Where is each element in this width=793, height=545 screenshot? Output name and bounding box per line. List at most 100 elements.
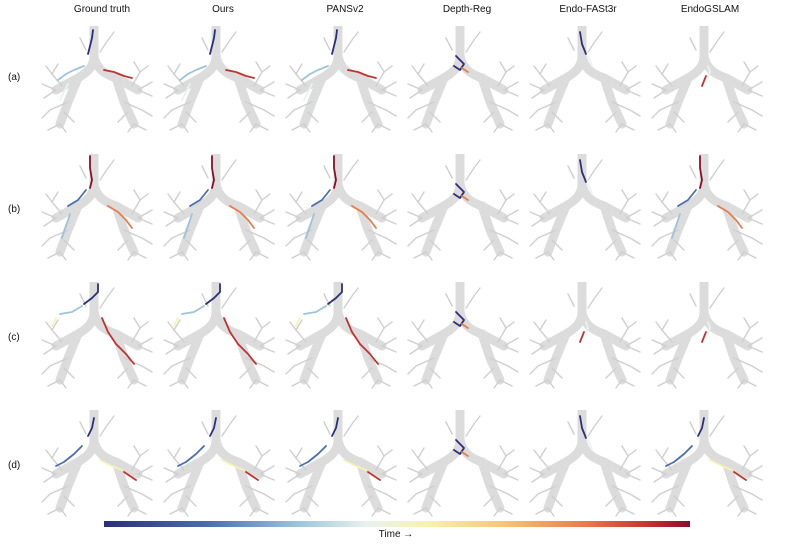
airway-branch bbox=[249, 507, 257, 517]
airway-branch bbox=[141, 109, 153, 117]
airway-branch bbox=[407, 493, 417, 503]
airway-branch bbox=[293, 101, 313, 111]
airway-branch bbox=[653, 89, 667, 99]
airway-branch bbox=[587, 167, 597, 181]
airway-branch bbox=[59, 251, 67, 261]
airway-branch bbox=[377, 251, 391, 259]
airway-branch bbox=[139, 449, 149, 457]
airway-branch bbox=[285, 493, 295, 503]
camera-trajectory bbox=[707, 65, 711, 79]
airway-branch bbox=[259, 209, 275, 219]
airway-branch bbox=[163, 493, 173, 503]
airway-branch bbox=[537, 101, 557, 111]
airway-branch bbox=[619, 327, 629, 343]
airway-branch bbox=[381, 89, 397, 97]
airway-branch bbox=[137, 345, 153, 353]
airway-branch bbox=[307, 495, 319, 507]
airway-branch bbox=[625, 81, 641, 91]
airway-branch bbox=[533, 321, 541, 331]
airway-branch bbox=[127, 379, 135, 389]
airway-branch bbox=[627, 321, 637, 329]
camera-trajectory bbox=[305, 213, 315, 239]
airway-branch bbox=[261, 449, 271, 457]
airway-branch bbox=[505, 321, 515, 329]
camera-trajectory bbox=[331, 417, 339, 437]
airway-branch bbox=[445, 165, 453, 179]
airway-branch bbox=[747, 345, 763, 353]
airway-branch bbox=[167, 321, 175, 331]
row-label-c: (c) bbox=[8, 332, 20, 343]
airway-branch bbox=[181, 507, 189, 517]
camera-trajectory bbox=[671, 213, 681, 239]
airway-branch bbox=[661, 319, 669, 331]
airway-branch bbox=[673, 111, 685, 123]
airway-branch bbox=[181, 123, 189, 133]
airway-branch bbox=[529, 211, 545, 219]
airway-branch bbox=[229, 31, 237, 41]
airway-branch bbox=[107, 31, 115, 41]
airway-branch bbox=[181, 251, 189, 261]
airway-branch bbox=[133, 379, 147, 387]
airway-branch bbox=[51, 447, 59, 459]
airway-branch bbox=[41, 339, 57, 347]
airway-branch bbox=[123, 229, 143, 239]
airway-branch bbox=[629, 109, 641, 117]
airway-branch bbox=[99, 39, 109, 53]
camera-trajectory bbox=[83, 283, 99, 305]
airway-branch bbox=[181, 379, 189, 389]
airway-branch bbox=[407, 211, 423, 219]
airway-branch bbox=[497, 455, 507, 471]
airway-branch bbox=[733, 101, 753, 111]
camera-trajectory bbox=[343, 459, 367, 471]
airway-branch bbox=[673, 367, 685, 379]
airway-branch bbox=[383, 193, 393, 201]
airway-branch bbox=[537, 485, 557, 495]
airway-branch bbox=[497, 199, 507, 215]
column-header-endo-fast3r: Endo-FASt3r bbox=[559, 4, 617, 15]
airway-branch bbox=[499, 445, 507, 457]
airway-panel-r1-c2 bbox=[160, 26, 278, 134]
row-label-b: (b) bbox=[8, 204, 21, 215]
airway-branch bbox=[615, 507, 623, 517]
airway-branch bbox=[51, 63, 59, 75]
airway-branch bbox=[139, 65, 149, 73]
airway-branch bbox=[307, 367, 319, 379]
airway-branch bbox=[361, 495, 373, 507]
airway-branch bbox=[303, 123, 311, 133]
airway-panel-r4-c6 bbox=[648, 410, 766, 518]
airway-branch bbox=[669, 251, 677, 261]
airway-branch bbox=[163, 467, 179, 475]
airway-branch bbox=[407, 339, 423, 347]
airway-panel-r4-c2 bbox=[160, 410, 278, 518]
airway-branch bbox=[539, 73, 551, 87]
airway-branch bbox=[295, 73, 307, 87]
airway-branch bbox=[689, 293, 697, 307]
airway-branch bbox=[107, 159, 115, 169]
airway-branch bbox=[551, 367, 563, 379]
airway-branch bbox=[499, 317, 507, 329]
airway-branch bbox=[255, 61, 263, 73]
airway-branch bbox=[503, 473, 519, 481]
camera-trajectory bbox=[173, 317, 179, 327]
airway-branch bbox=[673, 239, 685, 251]
airway-branch bbox=[41, 211, 57, 219]
airway-branch bbox=[507, 109, 519, 117]
airway-branch bbox=[657, 123, 671, 131]
airway-branch bbox=[371, 379, 379, 389]
airway-branch bbox=[385, 109, 397, 117]
airway-branch bbox=[293, 357, 313, 367]
airway-branch bbox=[173, 457, 185, 471]
airway-branch bbox=[47, 123, 61, 131]
airway-branch bbox=[689, 37, 697, 51]
camera-trajectory bbox=[61, 213, 71, 239]
camera-trajectory bbox=[453, 55, 465, 71]
row-label-a: (a) bbox=[8, 72, 21, 83]
airway-branch bbox=[185, 239, 197, 251]
airway-branch bbox=[743, 445, 751, 457]
airway-branch bbox=[303, 507, 311, 517]
airway-branch bbox=[587, 39, 597, 53]
airway-branch bbox=[285, 365, 295, 375]
airway-branch bbox=[259, 345, 275, 353]
airway-branch bbox=[747, 81, 763, 91]
airway-branch bbox=[361, 111, 373, 123]
